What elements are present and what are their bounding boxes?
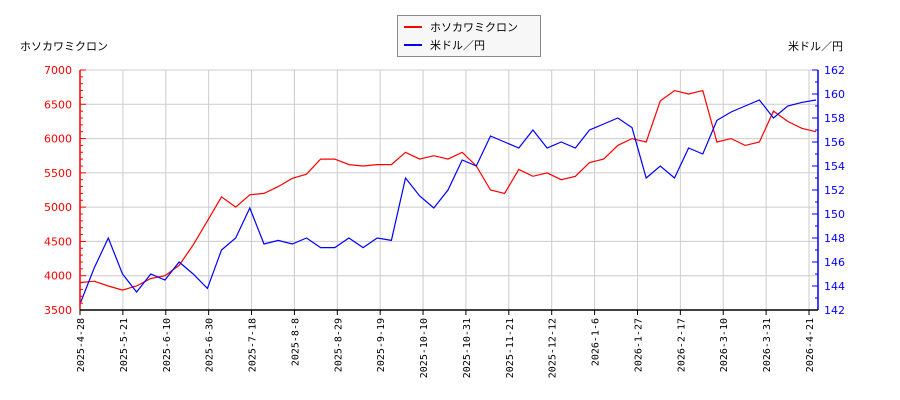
- x-tick-label: 2025-9-19: [376, 318, 387, 372]
- x-tick-label: 2026-2-17: [676, 318, 687, 372]
- left-tick-label: 4500: [44, 235, 72, 248]
- x-tick-label: 2025-6-30: [205, 318, 216, 372]
- x-tick-label: 2025-10-31: [462, 318, 473, 378]
- series-lines: [79, 89, 817, 305]
- legend-item-usdjpy: 米ドル／円: [404, 36, 540, 54]
- x-tick-label: 2026-3-10: [719, 318, 730, 372]
- chart-legend: ホソカワミクロン 米ドル／円: [397, 15, 541, 57]
- x-tick-label: 2026-1-27: [633, 318, 644, 372]
- right-tick-label: 156: [824, 136, 845, 149]
- left-tick-label: 5000: [44, 201, 72, 214]
- axes: 7000 6500 6000 5500 5000 4500 4000 3500 2025-4-2…: [44, 64, 845, 378]
- stock-price-line: [79, 89, 817, 291]
- x-tick-label: 2026-3-31: [762, 318, 773, 372]
- legend-item-stock: ホソカワミクロン: [404, 18, 540, 36]
- legend-label-stock: ホソカワミクロン: [430, 21, 518, 34]
- usdjpy-line: [79, 99, 817, 305]
- right-tick-label: 160: [824, 88, 845, 101]
- right-tick-label: 158: [824, 112, 845, 125]
- right-tick-label: 150: [824, 208, 845, 221]
- right-tick-label: 148: [824, 232, 845, 245]
- legend-label-usdjpy: 米ドル／円: [430, 39, 485, 52]
- right-tick-label: 144: [824, 280, 845, 293]
- right-tick-label: 142: [824, 304, 845, 317]
- left-tick-label: 5500: [44, 167, 72, 180]
- right-tick-label: 154: [824, 160, 845, 173]
- left-tick-label: 3500: [44, 304, 72, 317]
- left-tick-label: 6500: [44, 98, 72, 111]
- x-tick-label: 2025-8-8: [290, 318, 301, 366]
- legend-swatch-blue: [404, 44, 422, 46]
- left-tick-label: 7000: [44, 64, 72, 77]
- right-tick-label: 152: [824, 184, 845, 197]
- legend-swatch-red: [404, 26, 422, 28]
- x-tick-label: 2025-7-18: [248, 318, 259, 372]
- x-tick-label: 2025-12-12: [548, 318, 559, 378]
- x-tick-label: 2025-11-21: [505, 318, 516, 378]
- x-tick-label: 2025-6-10: [162, 318, 173, 372]
- x-tick-label: 2025-5-21: [119, 318, 130, 372]
- right-tick-label: 146: [824, 256, 845, 269]
- x-tick-label: 2026-1-6: [591, 318, 602, 366]
- x-tick-label: 2025-10-10: [419, 318, 430, 378]
- x-tick-label: 2025-4-28: [76, 318, 87, 372]
- right-tick-label: 162: [824, 64, 845, 77]
- x-tick-label: 2026-4-21: [805, 318, 816, 372]
- right-axis-title: 米ドル／円: [788, 40, 843, 53]
- x-tick-label: 2025-8-29: [333, 318, 344, 372]
- left-tick-label: 6000: [44, 133, 72, 146]
- left-axis-title: ホソカワミクロン: [20, 40, 108, 53]
- left-tick-label: 4000: [44, 270, 72, 283]
- gridlines: [80, 69, 818, 310]
